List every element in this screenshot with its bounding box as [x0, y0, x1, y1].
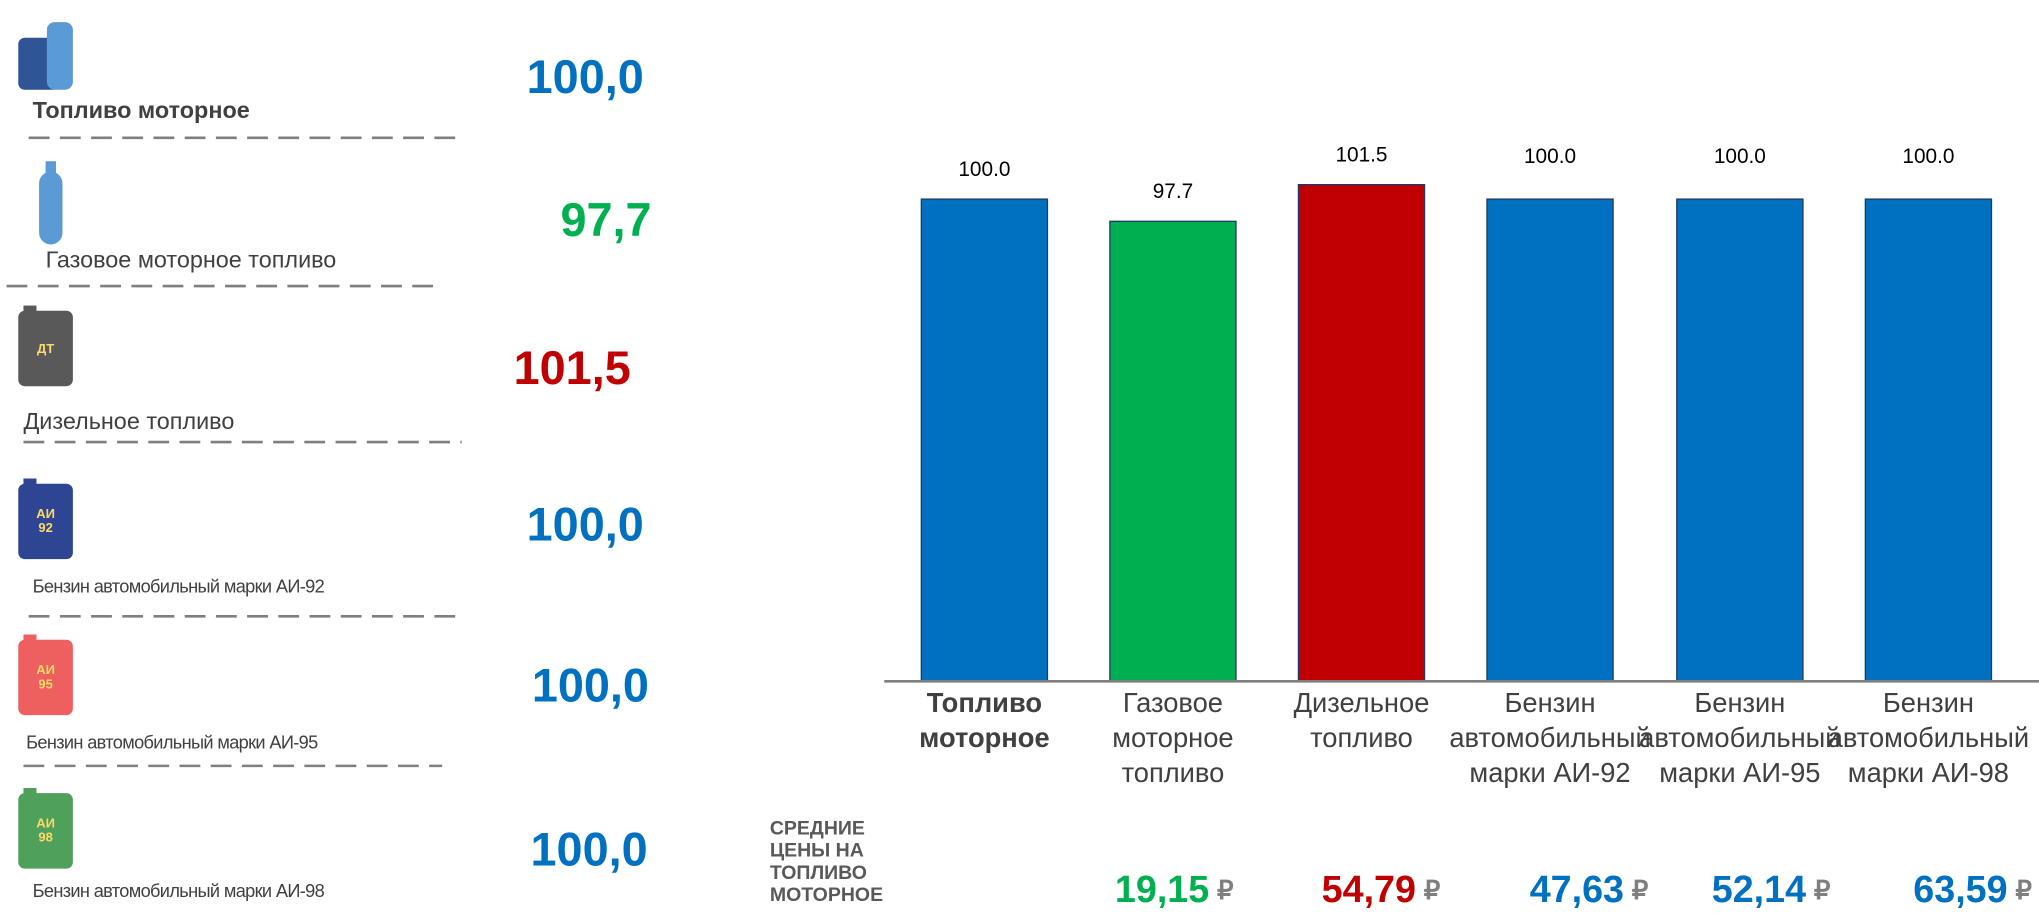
panel-label: Бензин автомобильный марки АИ-98 — [33, 881, 325, 901]
icon-text: АИ 98 — [36, 816, 55, 845]
x-tick-label-line: марки АИ-92 — [1469, 757, 1630, 788]
icon-text-line: АИ — [36, 506, 55, 521]
panel-label: Бензин автомобильный марки АИ-92 — [33, 577, 325, 597]
x-tick-label-line: Газовое — [1123, 687, 1223, 718]
x-tick-label-line: автомобильный — [1449, 722, 1650, 753]
icon-text: ДТ — [37, 341, 54, 356]
x-tick-label-line: топливо — [1122, 757, 1225, 788]
icon — [18, 310, 73, 387]
icon-text: АИ 92 — [36, 506, 55, 535]
panel-value: 100,0 — [527, 51, 644, 103]
icon — [39, 171, 63, 245]
x-tick-label-line: моторное — [1112, 722, 1233, 753]
panel-value: 100,0 — [531, 823, 648, 875]
x-tick-label: Бензин автомобильный марки АИ-98 — [1828, 687, 2029, 788]
x-tick-label-line: автомобильный — [1828, 722, 2029, 753]
icon-text-line: 92 — [38, 521, 52, 536]
icon — [23, 787, 37, 799]
icon-text: АИ 95 — [36, 662, 55, 691]
x-tick-label-line: Бензин — [1505, 687, 1596, 718]
price-currency: ₽ — [2015, 875, 2032, 905]
bar — [1864, 198, 1993, 683]
price: 52,14 ₽ — [1712, 868, 1831, 910]
price: 47,63 ₽ — [1530, 868, 1649, 910]
bar — [1109, 220, 1237, 683]
panel-value: 100,0 — [532, 660, 649, 712]
prices-title-line: МОТОРНОЕ — [770, 884, 883, 906]
x-tick-label-line: Дизельное — [1294, 687, 1430, 718]
icon — [18, 483, 73, 560]
icon — [23, 305, 37, 316]
panel-label: Дизельное топливо — [23, 408, 234, 434]
icon-text-line: 98 — [38, 830, 52, 845]
icon-text-line: 95 — [38, 677, 52, 692]
value-label: 100.0 — [1714, 145, 1766, 168]
icon — [45, 161, 56, 175]
price-value: 47,63 — [1530, 868, 1624, 910]
prices-title-line: СРЕДНИЕ — [770, 818, 865, 840]
bar — [1297, 183, 1426, 683]
icon — [18, 793, 73, 869]
x-tick-label-line: топливо — [1310, 722, 1413, 753]
icon — [46, 22, 73, 90]
panel-label: Топливо моторное — [33, 97, 250, 123]
price-currency: ₽ — [1424, 875, 1441, 905]
value-label: 100.0 — [1902, 145, 1954, 168]
price: 63,59 ₽ — [1913, 868, 2032, 910]
x-tick-label-line: марки АИ-95 — [1659, 757, 1820, 788]
value-label: 97.7 — [1153, 180, 1193, 203]
value-label: 100.0 — [958, 158, 1010, 181]
value-label: 101.5 — [1335, 144, 1387, 167]
price-currency: ₽ — [1814, 875, 1831, 905]
x-tick-label-line: автомобильный — [1639, 722, 1840, 753]
price-currency: ₽ — [1217, 875, 1234, 905]
panel-value: 100,0 — [527, 498, 644, 550]
price: 19,15 ₽ — [1115, 868, 1234, 910]
x-tick-label: Газовое моторное топливо — [1112, 687, 1233, 788]
prices-title: СРЕДНИЕ ЦЕНЫ НА ТОПЛИВО МОТОРНОЕ — [770, 818, 883, 906]
icon — [23, 634, 37, 645]
x-tick-label-line: моторное — [919, 722, 1050, 753]
x-tick-label-line: марки АИ-98 — [1848, 757, 2009, 788]
prices-title-line: ТОПЛИВО — [770, 862, 867, 884]
price-value: 52,14 — [1712, 868, 1806, 910]
price-value: 63,59 — [1913, 868, 2007, 910]
bar — [1676, 198, 1804, 683]
x-tick-label: Бензин автомобильный марки АИ-92 — [1449, 687, 1650, 788]
x-tick-label: Бензин автомобильный марки АИ-95 — [1639, 687, 1840, 788]
bar — [1486, 198, 1614, 683]
price-currency: ₽ — [1632, 875, 1649, 905]
prices-title-line: ЦЕНЫ НА — [770, 840, 864, 862]
icon-text-line: АИ — [36, 662, 55, 677]
icon — [18, 639, 73, 716]
panel-label: Газовое моторное топливо — [46, 247, 337, 273]
x-tick-label: Дизельное топливо — [1294, 687, 1430, 753]
panel-label: Бензин автомобильный марки АИ-95 — [26, 733, 318, 753]
x-tick-label: Топливо моторное — [919, 687, 1050, 753]
bar — [920, 198, 1049, 683]
x-tick-label-line: Топливо — [927, 687, 1042, 718]
panel-value: 97,7 — [560, 194, 651, 246]
panel-value: 101,5 — [514, 342, 631, 394]
price: 54,79 ₽ — [1322, 868, 1441, 910]
x-tick-label-line: Бензин — [1883, 687, 1974, 718]
price-value: 54,79 — [1322, 868, 1416, 910]
icon — [23, 478, 37, 489]
price-value: 19,15 — [1115, 868, 1209, 910]
icon-text-line: АИ — [36, 816, 55, 831]
x-tick-label-line: Бензин — [1694, 687, 1785, 718]
value-label: 100.0 — [1524, 145, 1576, 168]
